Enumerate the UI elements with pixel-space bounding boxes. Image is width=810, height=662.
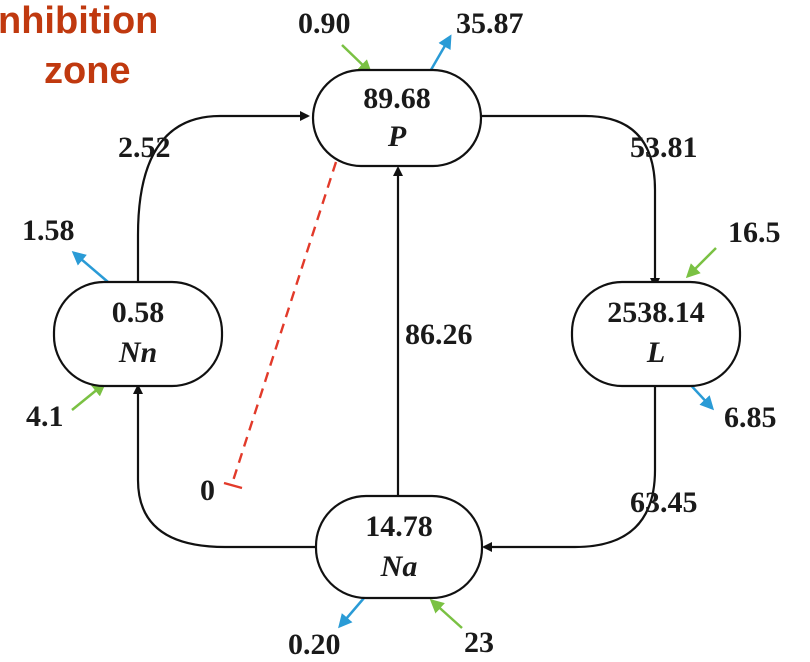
node-p-value: 89.68 bbox=[363, 82, 431, 115]
node-p-name: P bbox=[387, 120, 407, 153]
node-na-value: 14.78 bbox=[365, 510, 433, 543]
node-l: 2538.14 L bbox=[570, 280, 742, 388]
outflow-arrow-nn bbox=[71, 251, 109, 283]
node-nn-value: 0.58 bbox=[112, 296, 165, 329]
diagram-title-line1: nhibition bbox=[0, 0, 158, 42]
flow-label-nn-to-p: 2.52 bbox=[118, 131, 171, 164]
node-nn: 0.58 Nn bbox=[52, 280, 224, 388]
edge-nn-to-p bbox=[136, 111, 310, 282]
inhibition-line bbox=[230, 161, 338, 485]
edge-na-to-nn bbox=[133, 384, 316, 549]
external-label-nn-out: 1.58 bbox=[22, 214, 75, 247]
external-label-l-out: 6.85 bbox=[724, 401, 777, 434]
external-label-na-out: 0.20 bbox=[288, 628, 341, 661]
node-l-value: 2538.14 bbox=[607, 296, 705, 329]
external-label-l-in: 16.5 bbox=[728, 216, 781, 249]
inhibition-bar bbox=[223, 481, 243, 490]
outflow-arrow-na bbox=[338, 597, 365, 629]
edge-l-to-na bbox=[482, 383, 657, 552]
node-na: 14.78 Na bbox=[314, 494, 484, 600]
node-p: 89.68 P bbox=[311, 68, 483, 168]
flow-label-l-to-na: 63.45 bbox=[630, 486, 698, 519]
inflow-arrow-na bbox=[429, 598, 463, 629]
diagram-title-line2: zone bbox=[44, 50, 131, 92]
flow-label-na-to-p: 86.26 bbox=[405, 318, 473, 351]
inflow-arrow-l bbox=[685, 247, 717, 279]
external-label-na-in: 23 bbox=[464, 626, 494, 659]
external-label-nn-in: 4.1 bbox=[26, 400, 64, 433]
flow-label-p-to-l: 53.81 bbox=[630, 131, 698, 164]
external-label-p-in: 0.90 bbox=[298, 7, 351, 40]
node-nn-name: Nn bbox=[118, 336, 157, 369]
outflow-arrow-p bbox=[426, 34, 452, 76]
edge-p-to-l bbox=[482, 114, 660, 288]
inflow-arrow-nn bbox=[71, 382, 107, 411]
flow-label-inhibition: 0 bbox=[200, 474, 215, 507]
external-label-p-out: 35.87 bbox=[456, 7, 524, 40]
inflow-arrow-p bbox=[341, 44, 373, 75]
node-l-name: L bbox=[646, 336, 665, 369]
node-na-name: Na bbox=[380, 550, 418, 583]
